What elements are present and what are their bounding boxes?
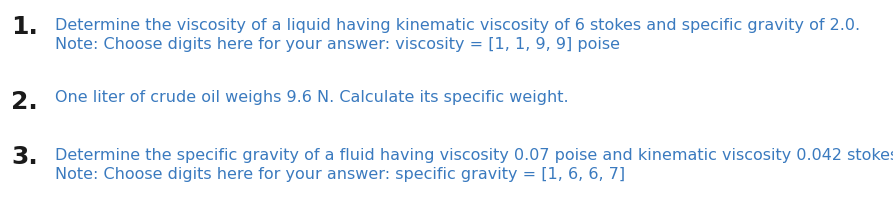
Text: Note: Choose digits here for your answer: specific gravity = [1, 6, 6, 7]: Note: Choose digits here for your answer… [55,167,625,182]
Text: 1.: 1. [11,16,38,39]
Text: Determine the specific gravity of a fluid having viscosity 0.07 poise and kinema: Determine the specific gravity of a flui… [55,148,893,163]
Text: Note: Choose digits here for your answer: viscosity = [1, 1, 9, 9] poise: Note: Choose digits here for your answer… [55,37,620,52]
Text: Determine the viscosity of a liquid having kinematic viscosity of 6 stokes and s: Determine the viscosity of a liquid havi… [55,18,860,33]
Text: One liter of crude oil weighs 9.6 N. Calculate its specific weight.: One liter of crude oil weighs 9.6 N. Cal… [55,90,569,105]
Text: 3.: 3. [12,145,38,170]
Text: 2.: 2. [12,90,38,114]
